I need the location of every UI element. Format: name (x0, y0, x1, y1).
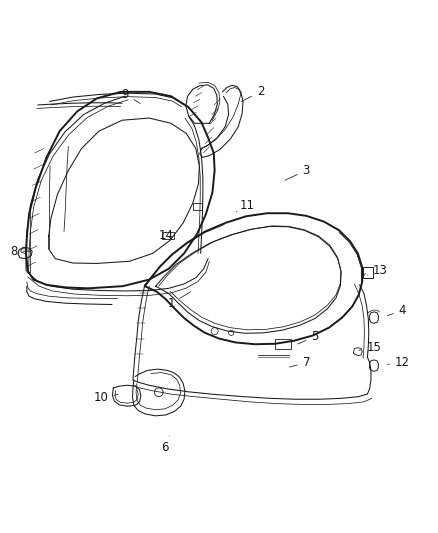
Text: 1: 1 (167, 292, 191, 310)
Text: 11: 11 (237, 199, 255, 212)
Text: 14: 14 (159, 229, 174, 243)
Text: 6: 6 (161, 436, 170, 454)
Text: 3: 3 (285, 164, 310, 180)
Text: 8: 8 (10, 245, 31, 258)
Text: 7: 7 (290, 356, 310, 369)
Text: 4: 4 (388, 304, 406, 317)
Bar (275, 339, 291, 349)
Text: 2: 2 (241, 85, 264, 101)
Text: 10: 10 (94, 391, 118, 404)
Text: 5: 5 (298, 330, 319, 344)
Text: 13: 13 (367, 264, 388, 277)
Text: 12: 12 (388, 356, 410, 369)
Text: 9: 9 (121, 87, 140, 103)
Bar (363, 266, 373, 278)
Bar (193, 203, 202, 210)
Text: 15: 15 (359, 341, 381, 354)
Bar (162, 231, 174, 239)
